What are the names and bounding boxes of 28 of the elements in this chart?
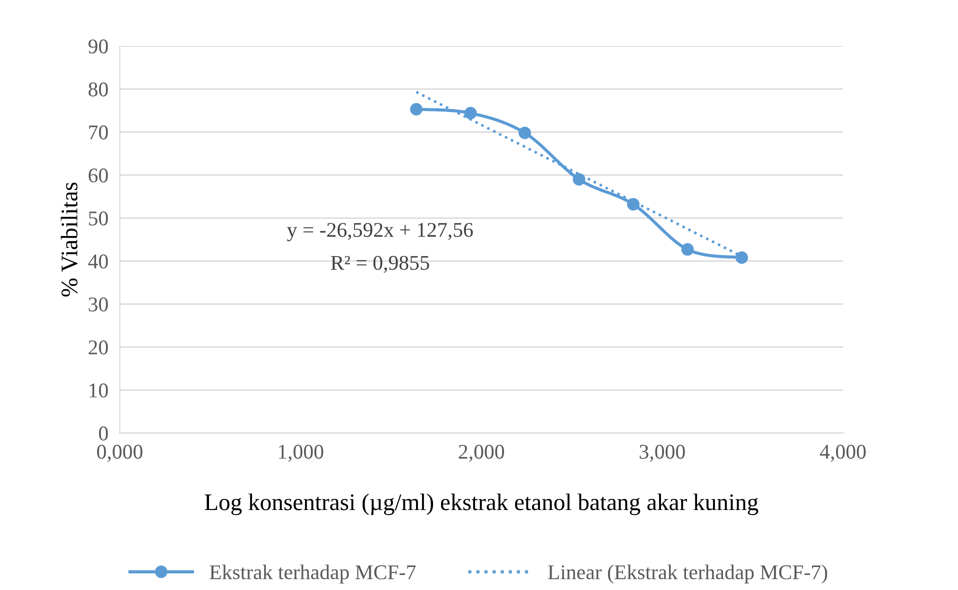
x-tick-label: 0,000 (97, 444, 142, 462)
point (518, 126, 532, 140)
y-tick-label: 60 (88, 168, 108, 182)
y-tick-label: 10 (90, 383, 108, 398)
legend-label: Linear (Ekstrak terhadap MCF-7) (548, 564, 828, 584)
y-tick-label: 90 (88, 39, 108, 54)
y-tick-label: 0 (99, 426, 108, 440)
y-tick-label: 70 (89, 125, 108, 140)
x-tick-label: 2,000 (458, 444, 504, 462)
point (410, 102, 423, 116)
point (681, 243, 694, 256)
y-tick-label: 80 (88, 82, 108, 96)
legend-label: Ekstrak terhadap MCF-7 (210, 564, 416, 584)
y-tick-label: 50 (89, 211, 108, 226)
point (736, 251, 748, 264)
annotation: y = -26,592x + 127,56 (287, 222, 473, 242)
y-tick-label: 40 (88, 254, 108, 268)
y-tick-label: 30 (88, 297, 108, 312)
y-tick-label: 20 (88, 340, 108, 354)
x-axis-title: Log konsentrasi (µg/ml) ekstrak etanol batang akar kuning (204, 494, 758, 516)
x-tick-label: 3,000 (640, 444, 685, 462)
y-axis-title: % Viabilitas (60, 182, 78, 297)
annotation: R² = 0,9855 (330, 256, 430, 273)
point (464, 106, 477, 120)
x-tick-label: 4,000 (820, 444, 866, 462)
point (627, 198, 640, 211)
x-tick-label: 1,000 (278, 444, 324, 462)
point (572, 173, 586, 186)
